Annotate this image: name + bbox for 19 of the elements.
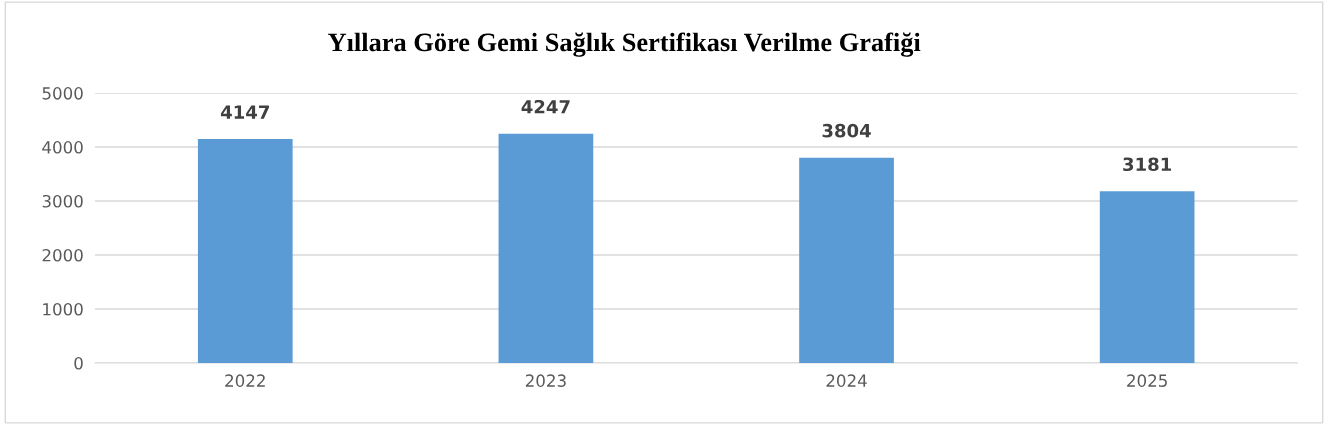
x-tick-label: 2025 (1127, 374, 1167, 387)
y-tick-label: 5000 (42, 87, 83, 100)
data-label: 3181 (1123, 157, 1172, 172)
chart-title: Yıllara Göre Gemi Sağlık Sertifikası Verilme Grafiği (328, 32, 921, 57)
data-label: 4147 (220, 105, 269, 119)
data-label: 4247 (521, 99, 570, 114)
bar (799, 157, 894, 363)
y-tick-label: 3000 (42, 194, 83, 208)
y-tick-label: 0 (74, 356, 83, 370)
bar (197, 139, 293, 363)
data-label: 3804 (822, 123, 871, 138)
bar (1099, 191, 1195, 363)
bar (498, 133, 594, 363)
x-tick-label: 2023 (525, 374, 566, 387)
y-tick-label: 2000 (42, 248, 83, 262)
x-tick-label: 2024 (826, 374, 867, 387)
y-tick-label: 1000 (43, 302, 83, 316)
y-tick-label: 4000 (42, 141, 83, 154)
x-tick-label: 2022 (225, 374, 265, 387)
